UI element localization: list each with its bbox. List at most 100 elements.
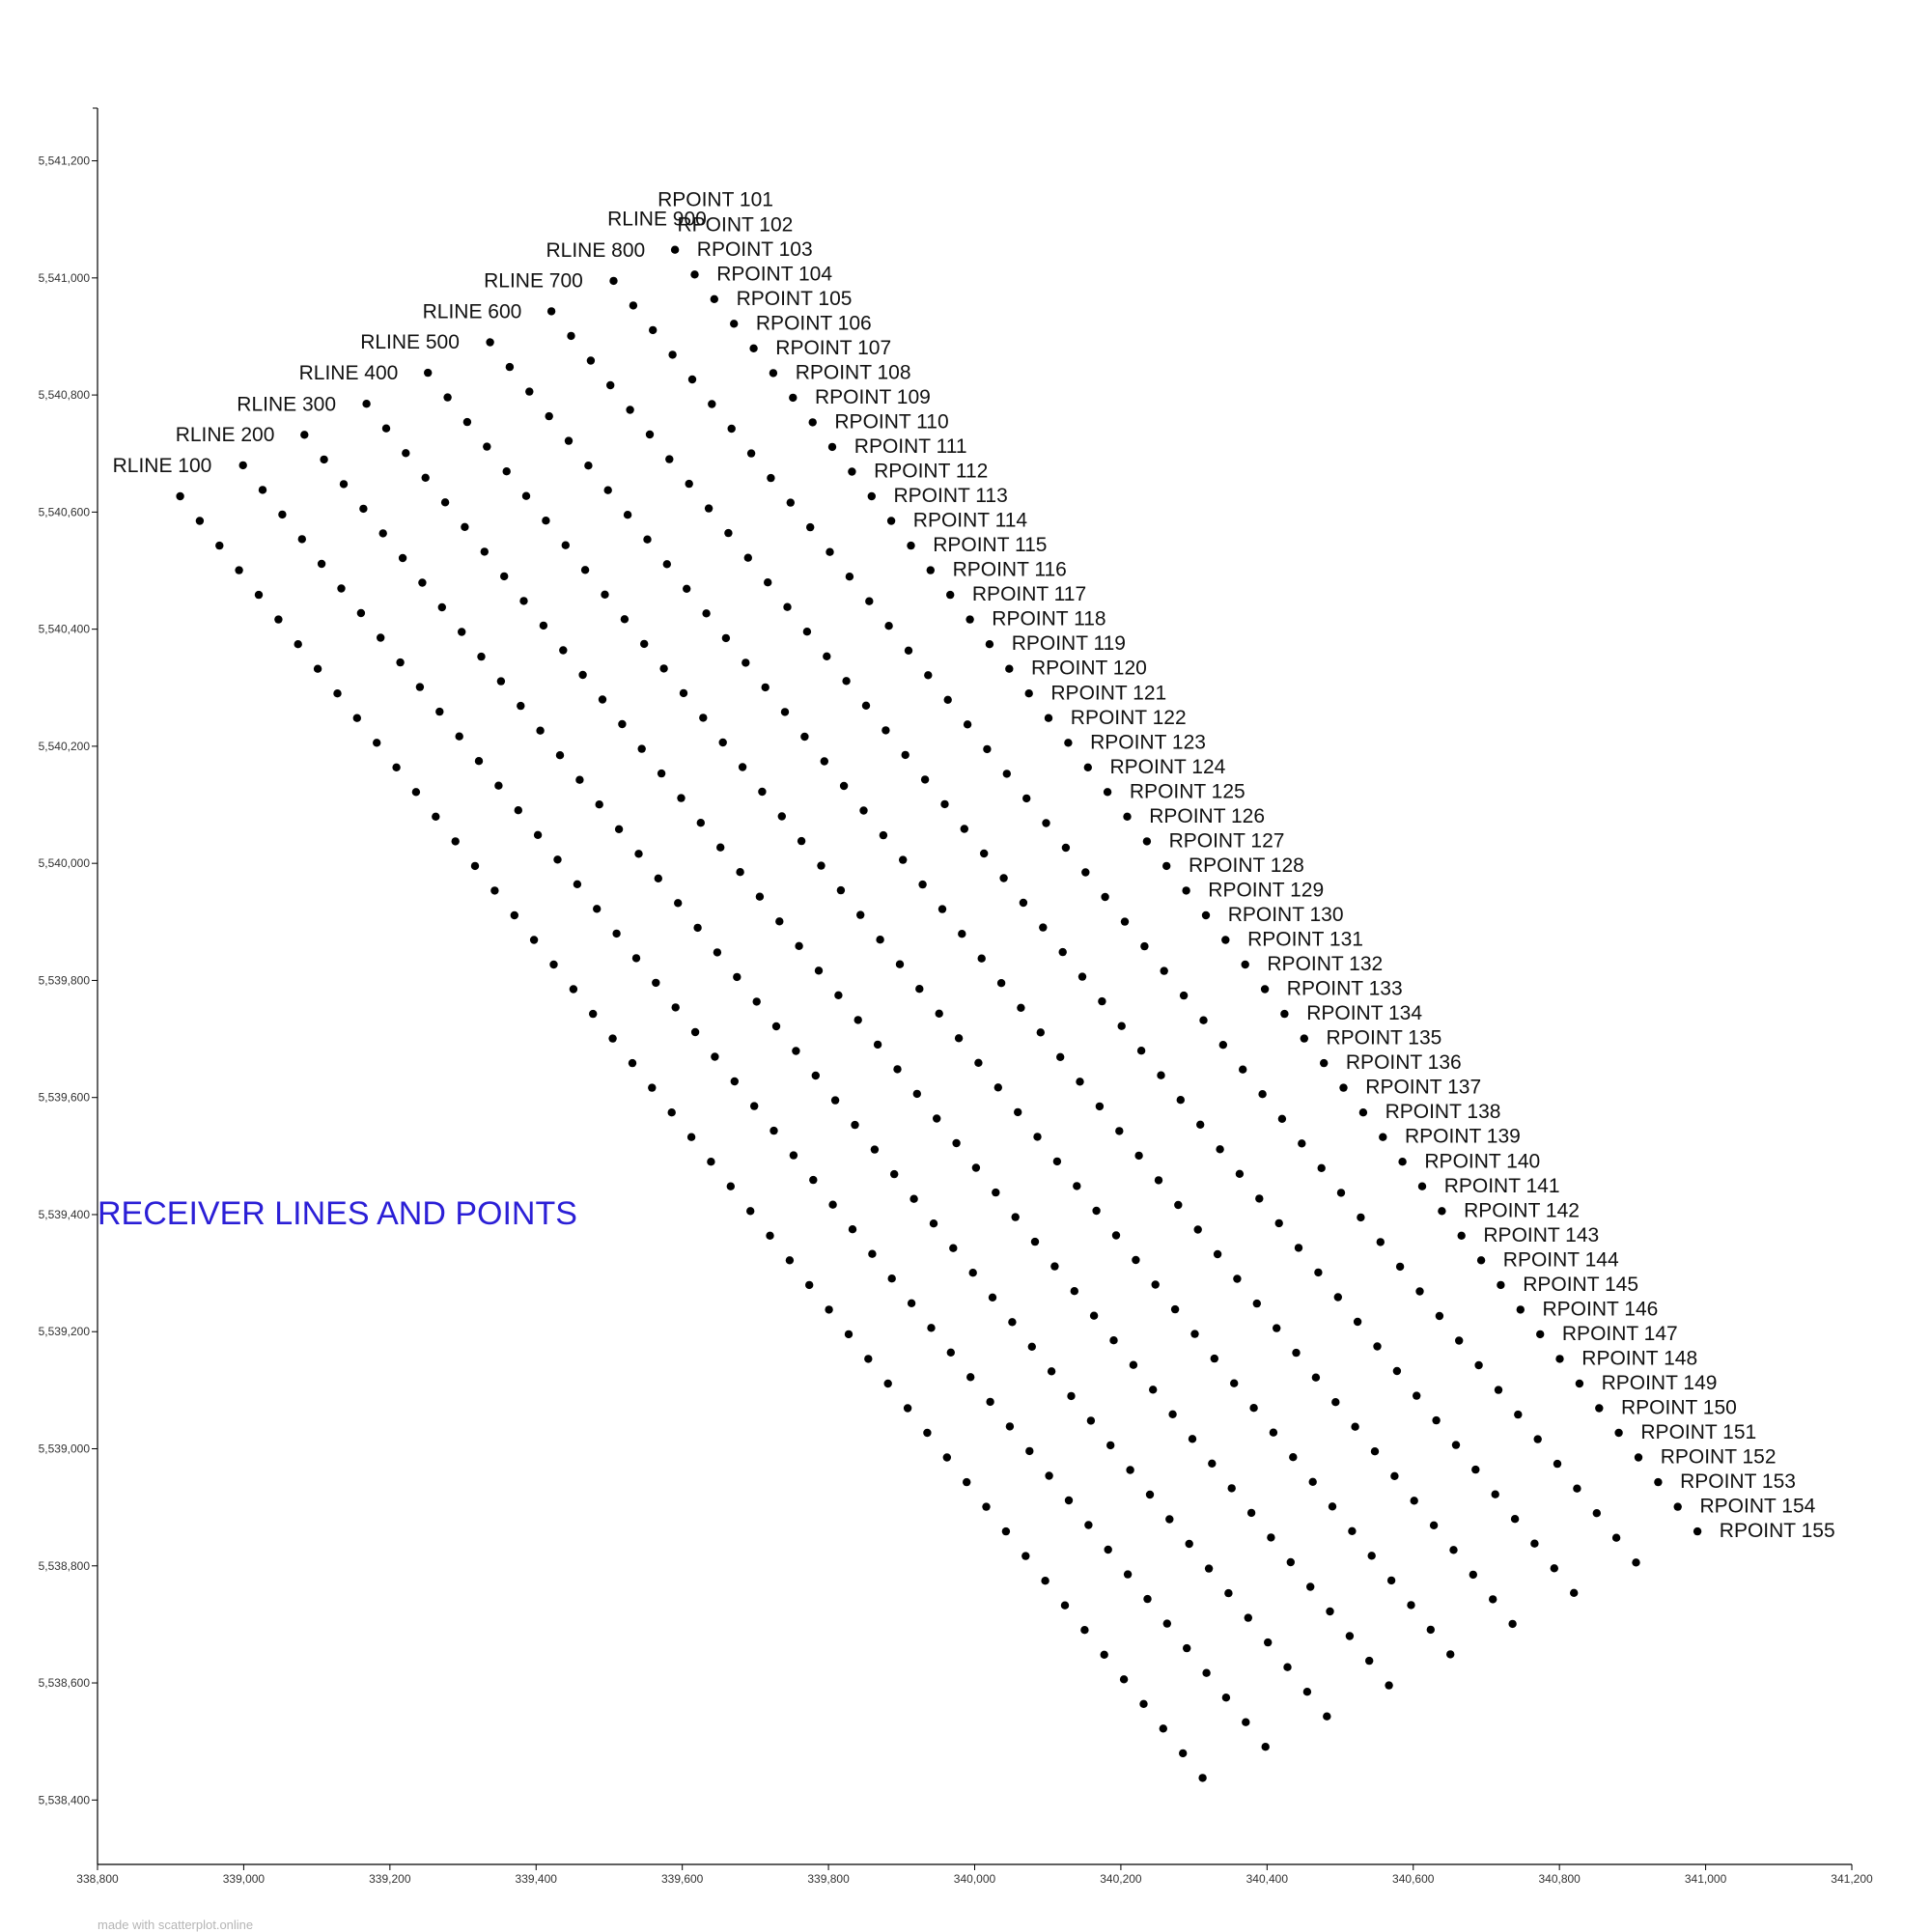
receiver-point — [1449, 1546, 1458, 1554]
receiver-point — [418, 578, 427, 587]
receiver-point — [797, 836, 806, 846]
rpoint-label: RPOINT 104 — [716, 263, 832, 285]
receiver-point — [1157, 1071, 1165, 1079]
receiver-point — [297, 535, 306, 544]
receiver-point — [1274, 1218, 1283, 1228]
receiver-point — [876, 936, 884, 944]
receiver-point — [845, 573, 854, 581]
receiver-point — [618, 719, 627, 729]
receiver-point — [1139, 1699, 1148, 1709]
receiver-point — [1469, 1570, 1478, 1580]
receiver-point — [1260, 985, 1270, 994]
receiver-point — [1317, 1163, 1326, 1173]
rpoint-label: RPOINT 131 — [1247, 929, 1363, 951]
receiver-point — [886, 517, 896, 525]
receiver-point — [1365, 1656, 1374, 1666]
rpoint-label: RPOINT 125 — [1130, 780, 1245, 802]
receiver-point — [1336, 1189, 1346, 1197]
rpoint-label: RPOINT 152 — [1661, 1446, 1777, 1469]
rpoint-label: RPOINT 155 — [1720, 1520, 1835, 1542]
y-tick-label: 5,540,600 — [39, 505, 91, 518]
receiver-point — [1413, 1391, 1421, 1400]
receiver-point — [1218, 1041, 1228, 1050]
receiver-point — [593, 905, 602, 913]
receiver-point — [820, 757, 828, 766]
receiver-point — [851, 1120, 859, 1130]
receiver-point — [545, 411, 553, 421]
rpoint-label: RPOINT 139 — [1405, 1126, 1521, 1148]
rline-label: RLINE 800 — [546, 239, 646, 262]
receiver-point — [670, 245, 680, 254]
receiver-point — [1323, 1712, 1331, 1721]
receiver-point — [637, 744, 646, 753]
receiver-point — [1111, 1231, 1121, 1240]
receiver-point — [620, 615, 630, 624]
y-tick-label: 5,538,800 — [39, 1559, 91, 1573]
rpoint-label: RPOINT 110 — [834, 411, 948, 434]
rpoint-label: RPOINT 154 — [1700, 1496, 1816, 1518]
receiver-point — [359, 504, 368, 514]
receiver-point — [750, 1102, 759, 1110]
receiver-point — [786, 498, 795, 507]
receiver-point — [752, 997, 761, 1006]
receiver-point — [1553, 1459, 1562, 1469]
receiver-point — [1050, 1262, 1059, 1271]
receiver-point — [711, 1052, 719, 1061]
receiver-point — [652, 978, 660, 988]
receiver-point — [929, 1219, 938, 1228]
receiver-point — [631, 954, 641, 963]
rline-label: RLINE 100 — [113, 455, 212, 477]
receiver-point — [1123, 1570, 1133, 1579]
receiver-point — [575, 775, 584, 784]
receiver-point — [1067, 1391, 1076, 1401]
receiver-point — [1190, 1330, 1199, 1338]
receiver-point — [626, 406, 634, 414]
receiver-point — [352, 714, 361, 722]
receiver-point — [1302, 1688, 1312, 1696]
y-tick-label: 5,538,600 — [39, 1676, 91, 1690]
y-tick-label: 5,541,200 — [39, 154, 91, 168]
receiver-point — [1183, 1643, 1191, 1653]
receiver-point — [1491, 1490, 1499, 1498]
receiver-point — [1415, 1287, 1424, 1296]
receiver-point — [742, 658, 750, 667]
receiver-point — [1104, 1545, 1112, 1554]
y-tick-label: 5,540,200 — [39, 740, 91, 753]
receiver-point — [780, 708, 790, 716]
receiver-point — [1269, 1428, 1278, 1437]
receiver-point — [1073, 1182, 1081, 1190]
receiver-point — [1210, 1354, 1219, 1363]
rpoint-label: RPOINT 111 — [854, 435, 967, 458]
receiver-point — [1385, 1681, 1393, 1690]
receiver-point — [1140, 941, 1149, 951]
receiver-point — [657, 769, 666, 778]
receiver-point — [1202, 1668, 1211, 1677]
receiver-point — [1331, 1398, 1340, 1407]
receiver-point — [940, 799, 949, 809]
receiver-point — [1379, 1133, 1387, 1141]
rpoint-label: RPOINT 109 — [815, 386, 931, 408]
receiver-point — [1005, 1422, 1015, 1431]
rpoint-label: RPOINT 120 — [1031, 658, 1147, 680]
receiver-point — [679, 688, 688, 698]
receiver-point — [634, 850, 643, 858]
receiver-point — [377, 633, 385, 642]
receiver-point — [999, 874, 1008, 882]
receiver-point — [800, 732, 809, 742]
receiver-point — [584, 462, 593, 470]
receiver-point — [893, 1065, 902, 1074]
receiver-point — [755, 892, 765, 901]
receiver-point — [996, 979, 1006, 988]
receiver-point — [842, 677, 851, 686]
receiver-point — [402, 449, 410, 458]
receiver-point — [1235, 1169, 1245, 1179]
receiver-point — [1041, 1577, 1049, 1585]
receiver-point — [1070, 1287, 1079, 1296]
receiver-point — [623, 511, 632, 519]
receiver-point — [1410, 1497, 1418, 1505]
receiver-point — [1339, 1083, 1348, 1092]
receiver-point — [958, 930, 966, 938]
receiver-point — [1455, 1336, 1464, 1345]
receiver-point — [903, 1404, 912, 1413]
receiver-point — [1145, 1490, 1155, 1499]
